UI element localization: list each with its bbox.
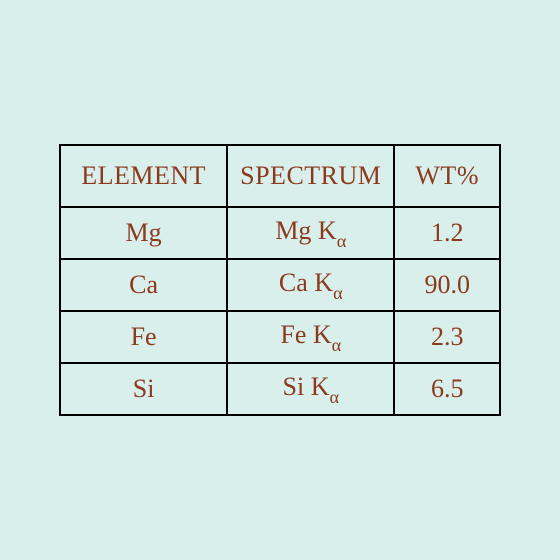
col-header-spectrum: SPECTRUM [227,145,394,207]
composition-table: ELEMENT SPECTRUM WT% Mg Mg Kα 1.2 Ca Ca … [59,144,501,416]
table-row: Ca Ca Kα 90.0 [60,259,500,311]
cell-wt: 2.3 [394,311,500,363]
col-header-wt: WT% [394,145,500,207]
cell-spectrum: Mg Kα [227,207,394,259]
cell-spectrum: Ca Kα [227,259,394,311]
cell-element: Mg [60,207,227,259]
cell-element: Ca [60,259,227,311]
table-row: Fe Fe Kα 2.3 [60,311,500,363]
cell-spectrum: Fe Kα [227,311,394,363]
table-row: Si Si Kα 6.5 [60,363,500,415]
cell-wt: 6.5 [394,363,500,415]
cell-wt: 1.2 [394,207,500,259]
table-header-row: ELEMENT SPECTRUM WT% [60,145,500,207]
col-header-element: ELEMENT [60,145,227,207]
cell-spectrum: Si Kα [227,363,394,415]
table-row: Mg Mg Kα 1.2 [60,207,500,259]
composition-table-wrapper: ELEMENT SPECTRUM WT% Mg Mg Kα 1.2 Ca Ca … [59,144,501,416]
cell-wt: 90.0 [394,259,500,311]
cell-element: Fe [60,311,227,363]
cell-element: Si [60,363,227,415]
